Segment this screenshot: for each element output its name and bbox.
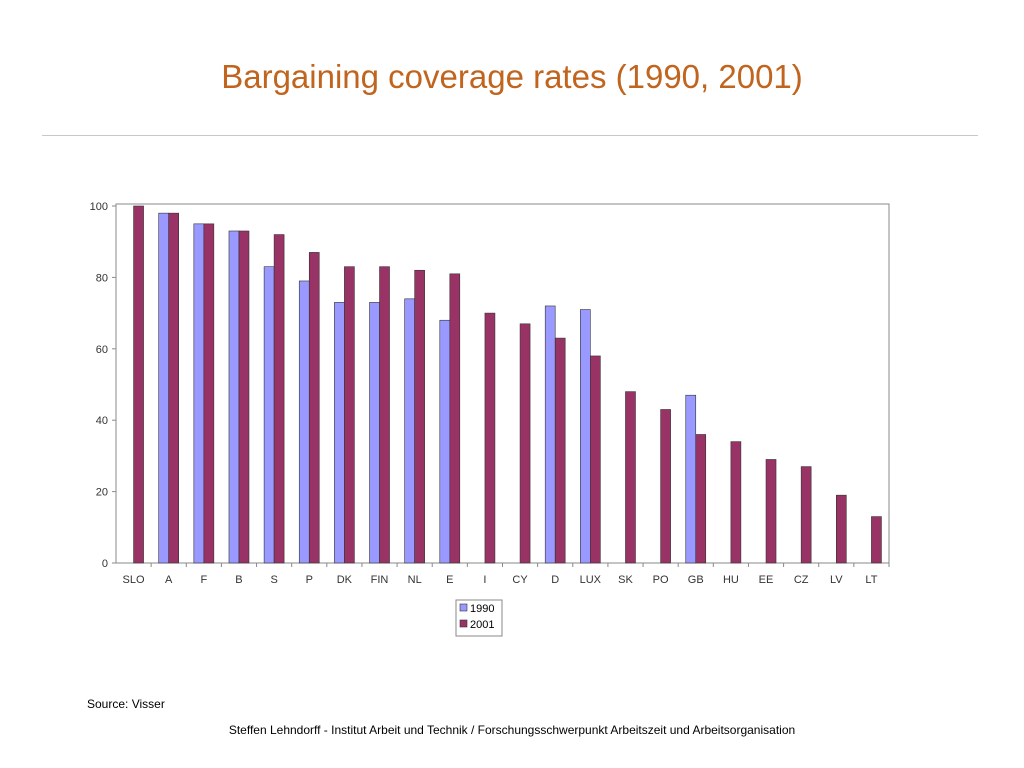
y-tick-label: 80 xyxy=(96,272,108,284)
bar-1990-S xyxy=(263,266,275,564)
bar-1990-LUX xyxy=(580,309,591,564)
y-tick-label: 20 xyxy=(96,487,108,499)
title-divider xyxy=(42,135,978,136)
bar-1990-B xyxy=(228,230,240,564)
bar-1990-NL xyxy=(404,298,415,564)
x-tick-label: E xyxy=(446,574,453,586)
x-tick-label: FIN xyxy=(371,574,389,586)
x-tick-label: S xyxy=(270,574,277,586)
bar-2001-F xyxy=(203,223,215,564)
bar-2001-A xyxy=(168,212,180,564)
x-tick-label: SK xyxy=(618,574,633,586)
legend-swatch-1990 xyxy=(459,603,468,612)
bar-2001-LV xyxy=(835,494,847,564)
y-tick-label: 0 xyxy=(102,558,108,570)
bar-2001-DK xyxy=(344,266,355,564)
x-tick-label: PO xyxy=(653,574,669,586)
y-tick-label: 100 xyxy=(90,201,108,213)
x-tick-label: LUX xyxy=(580,574,602,586)
bar-1990-FIN xyxy=(369,302,380,564)
bar-2001-I xyxy=(484,312,496,564)
bar-2001-NL xyxy=(414,269,425,564)
x-tick-label: SLO xyxy=(123,574,145,586)
y-tick-label: 40 xyxy=(96,415,108,427)
legend-box xyxy=(455,599,503,637)
bar-2001-D xyxy=(554,337,566,564)
bars xyxy=(133,205,882,564)
bar-2001-FIN xyxy=(379,266,390,564)
x-tick-label: LV xyxy=(830,574,843,586)
x-tick-label: EE xyxy=(759,574,774,586)
y-axis: 0 20 40 60 80 100 xyxy=(90,201,116,570)
x-tick-label: NL xyxy=(408,574,422,586)
bar-1990-D xyxy=(544,305,556,564)
bar-2001-EE xyxy=(765,459,777,564)
bar-2001-CZ xyxy=(800,466,812,564)
bar-2001-LT xyxy=(871,516,882,564)
x-tick-label: P xyxy=(306,574,313,586)
bar-2001-P xyxy=(308,252,320,564)
x-tick-label: I xyxy=(483,574,486,586)
legend: 1990 2001 xyxy=(455,599,503,637)
x-tick-label: GB xyxy=(688,574,704,586)
bar-2001-SLO xyxy=(133,205,144,564)
bar-1990-A xyxy=(158,212,170,564)
footer-text: Steffen Lehndorff - Institut Arbeit und … xyxy=(228,723,796,737)
x-tick-label: F xyxy=(200,574,207,586)
bar-1990-F xyxy=(193,223,205,564)
bar-2001-S xyxy=(273,234,285,564)
x-tick-label: DK xyxy=(337,574,353,586)
x-tick-label: CY xyxy=(512,574,528,586)
bar-2001-GB xyxy=(695,434,707,564)
bar-1990-P xyxy=(298,280,310,564)
legend-label-2001: 2001 xyxy=(470,619,494,631)
x-axis: SLO A F B S P DK FIN NL E I CY D LUX SK PO GB HU EE CZ LV LT xyxy=(123,563,890,586)
x-tick-label: B xyxy=(235,574,242,586)
legend-swatch-2001 xyxy=(459,619,468,628)
bar-1990-GB xyxy=(685,394,697,564)
legend-label-1990: 1990 xyxy=(470,603,494,615)
bar-2001-CY xyxy=(519,323,531,564)
bar-2001-B xyxy=(238,230,250,564)
y-tick-label: 60 xyxy=(96,344,108,356)
source-note: Source: Visser xyxy=(87,697,165,711)
bar-1990-DK xyxy=(334,302,345,564)
x-tick-label: A xyxy=(165,574,173,586)
bar-2001-PO xyxy=(660,409,671,564)
x-tick-label: CZ xyxy=(794,574,809,586)
slide-title: Bargaining coverage rates (1990, 2001) xyxy=(221,58,803,95)
bar-2001-LUX xyxy=(590,355,601,564)
x-tick-label: D xyxy=(551,574,559,586)
bar-2001-SK xyxy=(625,391,636,564)
bar-2001-E xyxy=(449,273,461,564)
bar-2001-HU xyxy=(730,441,742,564)
x-tick-label: LT xyxy=(865,574,877,586)
bar-1990-E xyxy=(439,319,451,564)
x-tick-label: HU xyxy=(723,574,739,586)
